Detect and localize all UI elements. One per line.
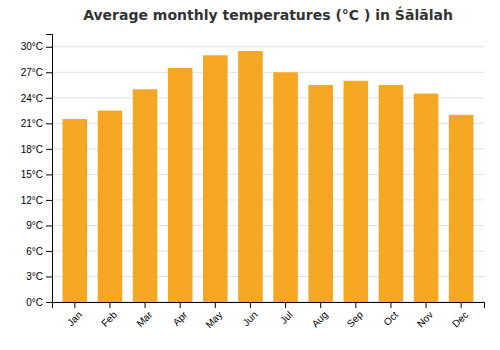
x-tick: May <box>203 302 224 330</box>
x-tick-label: Dec <box>450 309 470 329</box>
x-tick-label: Jul <box>278 309 295 326</box>
x-tick: Jul <box>278 302 295 326</box>
y-tick: 0°C <box>26 297 52 308</box>
x-tick: Mar <box>134 302 154 329</box>
x-tick-mark <box>426 302 427 308</box>
y-tick-mark <box>46 149 52 150</box>
y-tick-mark <box>46 225 52 226</box>
y-tick: 21°C <box>21 118 52 129</box>
y-tick-mark <box>46 123 52 124</box>
x-tick-label: Feb <box>99 309 119 329</box>
y-tick-label: 3°C <box>26 271 43 282</box>
y-axis-line <box>46 35 53 303</box>
x-tick-mark <box>285 302 286 308</box>
bars <box>63 51 474 302</box>
bar <box>273 72 298 302</box>
y-tick: 24°C <box>21 93 52 104</box>
x-tick-label: May <box>203 309 224 330</box>
grid-line <box>52 72 484 73</box>
x-tick: Nov <box>415 302 435 329</box>
x-tick: Dec <box>450 302 470 329</box>
x-tick-mark <box>390 302 391 308</box>
x-tick-mark <box>145 302 146 308</box>
y-tick-mark <box>46 72 52 73</box>
y-tick: 30°C <box>21 41 52 52</box>
y-tick: 27°C <box>21 67 52 78</box>
x-tick-label: Jan <box>65 309 84 328</box>
plot: 0°C 3°C 6°C 9°C 12°C 15°C 18°C 21°C 24°C 27°C 30°C… <box>21 35 485 331</box>
y-tick-label: 0°C <box>26 297 43 308</box>
x-tick: Oct <box>381 302 400 328</box>
bar <box>308 85 333 302</box>
x-tick-label: Oct <box>381 309 400 328</box>
y-tick: 6°C <box>26 246 52 257</box>
y-tick-label: 21°C <box>21 118 43 129</box>
y-axis: 0°C 3°C 6°C 9°C 12°C 15°C 18°C 21°C 24°C 27°C 30°C <box>21 35 53 308</box>
y-tick-label: 9°C <box>26 220 43 231</box>
x-tick-mark <box>180 302 181 308</box>
y-tick-mark <box>46 251 52 252</box>
bar <box>449 115 474 302</box>
x-tick-mark <box>355 302 356 308</box>
x-tick-mark <box>215 302 216 308</box>
y-tick-mark <box>46 47 52 48</box>
x-tick: Feb <box>99 302 119 329</box>
y-tick-mark <box>46 200 52 201</box>
y-tick-mark <box>46 174 52 175</box>
x-tick-label: Apr <box>171 309 190 328</box>
x-tick: Sep <box>345 302 366 329</box>
y-tick-label: 6°C <box>26 246 43 257</box>
x-tick: Apr <box>171 302 190 328</box>
y-tick-label: 15°C <box>21 169 43 180</box>
bar <box>344 81 369 302</box>
y-tick-label: 12°C <box>21 195 43 206</box>
x-axis: Jan Feb Mar Apr May Jun Jul Aug Sep Oct Nov Dec <box>53 302 485 330</box>
x-axis-line <box>53 303 485 309</box>
x-tick-mark <box>320 302 321 308</box>
y-tick-label: 27°C <box>21 67 43 78</box>
x-tick-label: Aug <box>310 309 330 329</box>
bar <box>133 89 158 302</box>
y-tick-label: 30°C <box>21 41 43 52</box>
x-tick: Jan <box>65 302 84 328</box>
y-tick-mark <box>46 98 52 99</box>
x-tick-label: Jun <box>240 309 259 328</box>
x-tick-mark <box>461 302 462 308</box>
x-tick-mark <box>109 302 110 308</box>
y-tick-label: 18°C <box>21 144 43 155</box>
x-tick-label: Sep <box>345 309 366 330</box>
bar <box>203 55 228 302</box>
bar <box>168 68 193 302</box>
bar <box>414 94 439 302</box>
y-tick: 15°C <box>21 169 52 180</box>
x-tick: Jun <box>240 302 259 328</box>
y-tick-mark <box>46 276 52 277</box>
x-tick-label: Mar <box>134 309 154 329</box>
y-tick-mark <box>46 302 52 303</box>
title: Average monthly temperatures (°C ) in Śā… <box>83 6 453 23</box>
grid <box>52 47 484 302</box>
x-tick-mark <box>250 302 251 308</box>
bar <box>98 111 123 302</box>
x-tick-mark <box>74 302 75 308</box>
y-tick: 18°C <box>21 144 52 155</box>
bar <box>238 51 263 302</box>
y-tick: 12°C <box>21 195 52 206</box>
bar <box>379 85 404 302</box>
grid-line <box>52 46 484 47</box>
chart: 0°C 3°C 6°C 9°C 12°C 15°C 18°C 21°C 24°C 27°C 30°C… <box>0 0 500 350</box>
bar <box>63 119 88 302</box>
y-tick: 9°C <box>26 220 52 231</box>
y-tick: 3°C <box>26 271 52 282</box>
x-tick-label: Nov <box>415 309 435 329</box>
x-tick: Aug <box>310 302 330 329</box>
y-tick-label: 24°C <box>21 93 43 104</box>
